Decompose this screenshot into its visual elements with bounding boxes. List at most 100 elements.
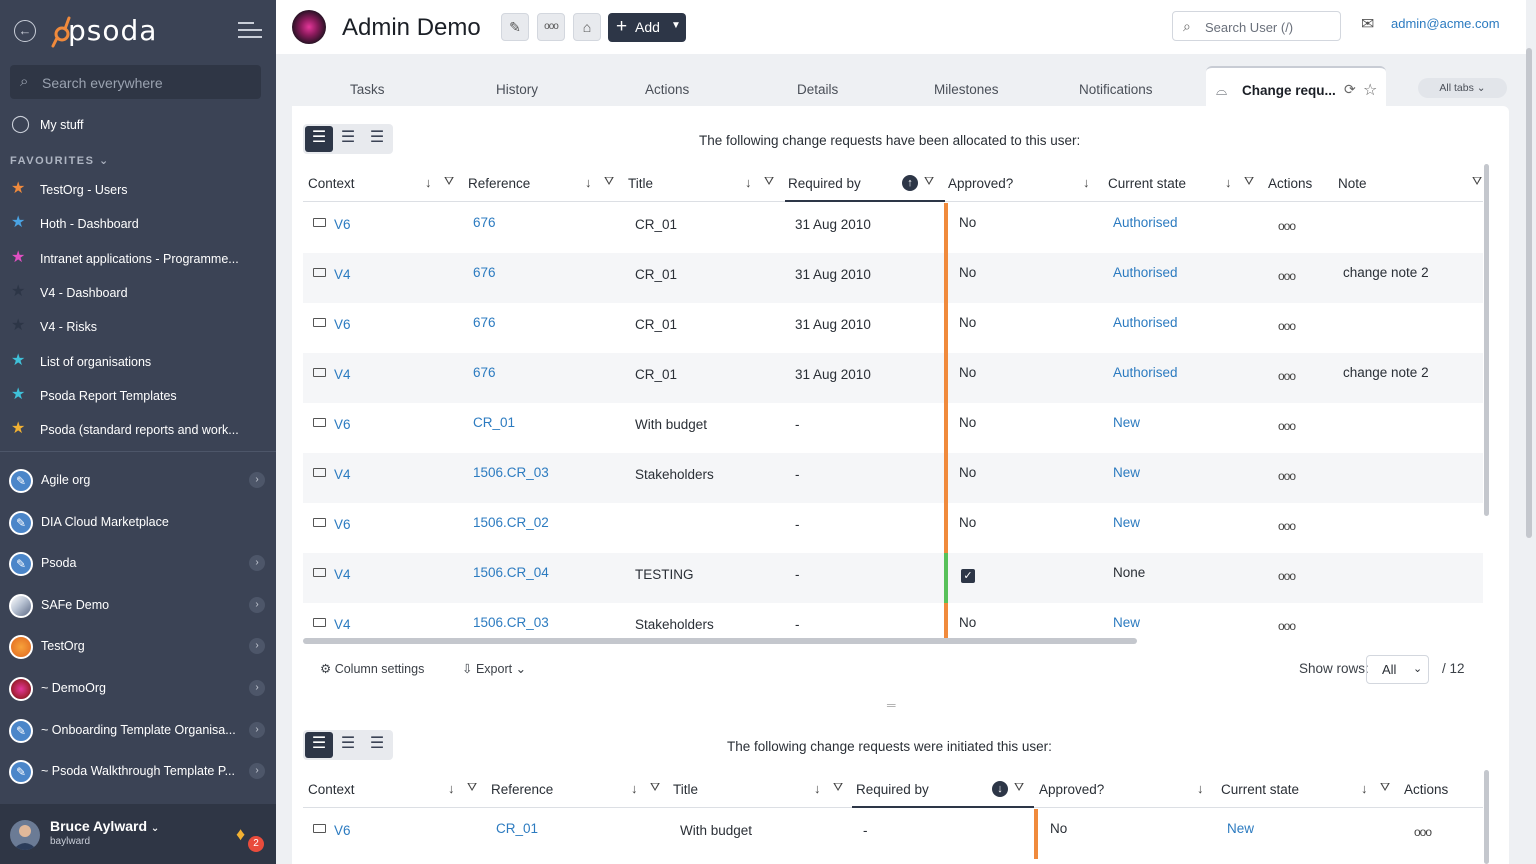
row-reference-link[interactable]: 676	[473, 315, 496, 330]
favourites-heading[interactable]: FAVOURITES ⌄	[10, 155, 110, 167]
tab-tasks[interactable]: Tasks	[350, 82, 385, 97]
filter-icon[interactable]: ⛛	[1380, 780, 1391, 794]
filter-icon[interactable]: ⛛	[1472, 174, 1483, 188]
chevron-right-icon[interactable]: ›	[249, 763, 265, 780]
horizontal-scrollbar[interactable]	[303, 638, 1137, 644]
col-approved[interactable]: Approved?	[948, 176, 1014, 191]
col-context[interactable]: Context	[308, 176, 355, 191]
row-context-link[interactable]: V6	[313, 417, 351, 432]
tab-history[interactable]: History	[496, 82, 539, 97]
user-panel[interactable]: Bruce Aylward ⌄ baylward ♦ 2	[0, 804, 276, 864]
table-row[interactable]: V6 676 CR_01 31 Aug 2010 No Authorised ooo	[303, 203, 1483, 253]
row-current-state[interactable]: New	[1113, 515, 1141, 530]
all-tabs-dropdown[interactable]: All tabs ⌄	[1418, 78, 1507, 98]
table-row[interactable]: V6 676 CR_01 31 Aug 2010 No Authorised ooo	[303, 303, 1483, 353]
filter-icon[interactable]: ⛛	[1244, 174, 1255, 188]
sort-icon[interactable]: ↓	[814, 781, 821, 796]
row-context-link[interactable]: V4	[313, 617, 351, 632]
col-approved[interactable]: Approved?	[1039, 782, 1105, 797]
row-reference-link[interactable]: 676	[473, 365, 496, 380]
resize-handle-icon[interactable]: ═	[887, 698, 896, 712]
row-current-state[interactable]: New	[1113, 465, 1141, 480]
table-row[interactable]: V4 676 CR_01 31 Aug 2010 No Authorised ooo chan…	[303, 353, 1483, 403]
table-row[interactable]: V4 1506.CR_03 Stakeholders - No New ooo	[303, 603, 1483, 638]
row-reference-link[interactable]: 1506.CR_03	[473, 465, 549, 480]
row-reference-link[interactable]: 676	[473, 215, 496, 230]
row-context-link[interactable]: V4	[313, 467, 351, 482]
edit-icon[interactable]: ✎	[501, 13, 529, 41]
view-dense-icon[interactable]: ☰	[369, 129, 385, 146]
view-comfortable-icon[interactable]: ☰	[305, 126, 333, 152]
show-rows-select[interactable]: All ⌄	[1366, 655, 1429, 684]
table-row[interactable]: V4 676 CR_01 31 Aug 2010 No Authorised ooo chan…	[303, 253, 1483, 303]
sidebar-org-item[interactable]: ✎ DIA Cloud Marketplace	[0, 502, 276, 542]
filter-icon[interactable]: ⛛	[444, 174, 455, 188]
filter-icon[interactable]: ⛛	[467, 780, 478, 794]
row-context-link[interactable]: V6	[313, 823, 351, 838]
table-row[interactable]: V6 1506.CR_02 - No New ooo	[303, 503, 1483, 553]
row-actions-icon[interactable]: ooo	[1278, 569, 1296, 583]
sidebar-favourite-item[interactable]: ★ V4 - Dashboard	[0, 278, 276, 308]
row-context-link[interactable]: V6	[313, 217, 351, 232]
row-current-state[interactable]: New	[1113, 615, 1141, 630]
row-current-state[interactable]: New	[1113, 415, 1141, 430]
add-button[interactable]: + Add ▼	[608, 13, 686, 42]
filter-icon[interactable]: ⛛	[764, 174, 775, 188]
sort-desc-active-icon[interactable]: ↓	[992, 781, 1008, 797]
row-current-state[interactable]: New	[1227, 821, 1255, 836]
row-reference-link[interactable]: 1506.CR_04	[473, 565, 549, 580]
user-search-input[interactable]: ⌕ Search User (/)	[1172, 11, 1341, 41]
row-actions-icon[interactable]: ooo	[1414, 825, 1432, 839]
chevron-right-icon[interactable]: ›	[249, 721, 265, 738]
sidebar-org-item[interactable]: ✎ Agile org ›	[0, 460, 276, 500]
filter-icon[interactable]: ⛛	[1014, 780, 1025, 794]
grid2-vertical-scrollbar[interactable]	[1484, 770, 1489, 864]
sort-icon[interactable]: ↓	[425, 175, 432, 190]
row-current-state[interactable]: Authorised	[1113, 265, 1178, 280]
grid1-vertical-scrollbar[interactable]	[1484, 164, 1489, 516]
table-row[interactable]: V4 1506.CR_03 Stakeholders - No New ooo	[303, 453, 1483, 503]
chevron-right-icon[interactable]: ›	[249, 680, 265, 696]
col-note[interactable]: Note	[1338, 176, 1367, 191]
page-vertical-scrollbar[interactable]	[1526, 48, 1532, 538]
col-current-state[interactable]: Current state	[1108, 176, 1187, 191]
row-context-link[interactable]: V4	[313, 367, 351, 382]
row-reference-link[interactable]: 1506.CR_02	[473, 515, 549, 530]
header-email-link[interactable]: admin@acme.com	[1391, 16, 1500, 31]
filter-icon[interactable]: ⛛	[604, 174, 615, 188]
sidebar-org-item[interactable]: ✎ ~ Onboarding Template Organisa... ›	[0, 710, 276, 750]
more-options-icon[interactable]: ooo	[537, 13, 565, 41]
chevron-right-icon[interactable]: ›	[249, 638, 265, 655]
row-reference-link[interactable]: 676	[473, 265, 496, 280]
row-reference-link[interactable]: CR_01	[473, 415, 516, 430]
table-row[interactable]: V6 CR_01 With budget - No New ooo	[303, 403, 1483, 453]
chevron-right-icon[interactable]: ›	[249, 555, 265, 572]
row-context-link[interactable]: V4	[313, 567, 351, 582]
row-context-link[interactable]: V4	[313, 267, 351, 282]
sort-asc-active-icon[interactable]: ↑	[902, 175, 918, 191]
column-settings-button[interactable]: ⚙ Column settings	[320, 661, 424, 676]
tab-milestones[interactable]: Milestones	[934, 82, 999, 97]
row-current-state[interactable]: Authorised	[1113, 365, 1178, 380]
tab-details[interactable]: Details	[797, 82, 839, 97]
sidebar-item-my-stuff[interactable]: ◯ My stuff	[0, 110, 276, 140]
view-comfortable-icon[interactable]: ☰	[305, 732, 333, 758]
col-current-state[interactable]: Current state	[1221, 782, 1300, 797]
sort-icon[interactable]: ↓	[1197, 781, 1204, 796]
tab-notifications[interactable]: Notifications	[1079, 82, 1153, 97]
row-current-state[interactable]: Authorised	[1113, 215, 1178, 230]
filter-icon[interactable]: ⛛	[833, 780, 844, 794]
view-compact-icon[interactable]: ☰	[340, 129, 356, 146]
sort-icon[interactable]: ↓	[585, 175, 592, 190]
sort-icon[interactable]: ↓	[1225, 175, 1232, 190]
chevron-right-icon[interactable]: ›	[249, 472, 265, 488]
sidebar-favourite-item[interactable]: ★ Intranet applications - Programme...	[0, 244, 276, 274]
sidebar-favourite-item[interactable]: ★ Psoda (standard reports and work...	[0, 415, 276, 445]
row-actions-icon[interactable]: ooo	[1278, 219, 1296, 233]
tab-actions[interactable]: Actions	[645, 82, 690, 97]
approved-checkbox[interactable]: ✓	[961, 569, 975, 583]
col-reference[interactable]: Reference	[491, 782, 554, 797]
table-row[interactable]: V4 1506.CR_04 TESTING - ✓ None ooo	[303, 553, 1483, 603]
star-icon[interactable]: ☆	[1363, 82, 1378, 99]
sort-icon[interactable]: ↓	[1361, 781, 1368, 796]
